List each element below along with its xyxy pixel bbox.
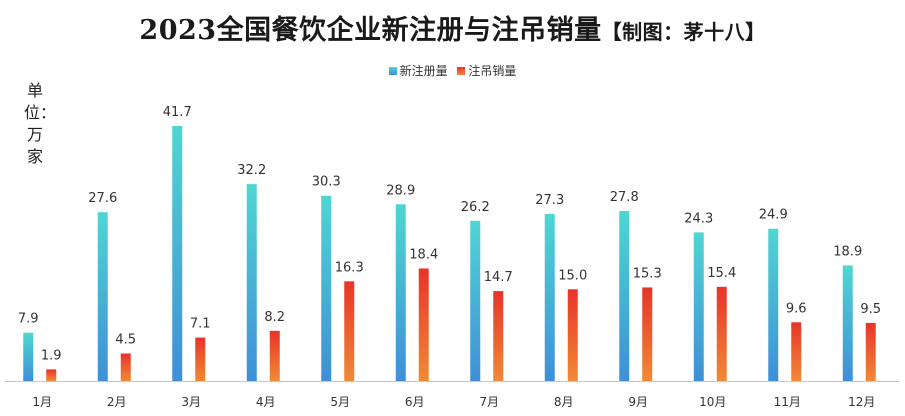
bar-new-1: [23, 332, 34, 381]
value-label-cancel-8: 15.0: [558, 268, 587, 283]
value-label-new-5: 30.3: [312, 175, 341, 190]
x-tick-label-9: 9月: [628, 395, 648, 409]
value-label-new-3: 41.7: [163, 105, 192, 120]
bar-new-11: [768, 228, 779, 381]
bar-cancel-1: [46, 369, 57, 381]
x-tick-label-3: 3月: [181, 395, 201, 409]
bar-cancel-10: [716, 286, 727, 381]
bar-cancel-2: [120, 353, 131, 381]
x-tick-label-12: 12月: [848, 395, 875, 409]
value-label-new-10: 24.3: [684, 211, 713, 226]
value-label-cancel-6: 18.4: [409, 247, 438, 262]
x-tick-label-1: 1月: [32, 395, 52, 409]
value-label-cancel-4: 8.2: [264, 310, 285, 325]
value-label-cancel-1: 1.9: [41, 348, 62, 363]
x-tick-label-11: 11月: [774, 395, 801, 409]
value-label-cancel-11: 9.6: [786, 301, 807, 316]
bar-new-9: [619, 211, 630, 381]
legend-item-new: 新注册量: [388, 62, 448, 79]
bar-cancel-9: [642, 287, 653, 381]
value-label-new-4: 32.2: [237, 163, 266, 178]
bar-cancel-11: [791, 322, 802, 381]
bar-cancel-8: [567, 289, 578, 381]
value-label-cancel-9: 15.3: [633, 266, 662, 281]
bar-new-6: [395, 204, 406, 381]
x-tick-label-4: 4月: [256, 395, 276, 409]
legend-swatch-cancel: [457, 67, 466, 75]
bar-new-10: [693, 232, 704, 381]
legend-label-new: 新注册量: [399, 64, 448, 78]
bar-cancel-12: [865, 322, 876, 381]
x-tick-label-2: 2月: [107, 395, 127, 409]
legend-swatch-new: [388, 67, 397, 75]
value-label-new-7: 26.2: [461, 200, 490, 215]
bar-new-2: [97, 212, 108, 381]
chart-title-main: 2023全国餐饮企业新注册与注吊销量: [139, 15, 602, 46]
bar-new-3: [172, 126, 183, 381]
bar-cancel-4: [269, 330, 280, 381]
value-label-new-1: 7.9: [18, 312, 39, 327]
x-tick-label-10: 10月: [699, 395, 726, 409]
value-label-new-2: 27.6: [88, 191, 117, 206]
bar-cancel-7: [493, 291, 504, 381]
x-tick-label-8: 8月: [554, 395, 574, 409]
x-tick-label-5: 5月: [330, 395, 350, 409]
legend-label-cancel: 注吊销量: [468, 64, 517, 78]
value-label-new-12: 18.9: [833, 244, 862, 259]
bar-cancel-3: [195, 337, 206, 381]
value-label-new-11: 24.9: [759, 208, 788, 223]
bar-new-7: [470, 220, 481, 381]
value-label-cancel-7: 14.7: [484, 270, 513, 285]
chart-title: 2023全国餐饮企业新注册与注吊销量【制图：茅十八】: [0, 8, 905, 47]
bar-cancel-6: [418, 268, 429, 381]
value-label-cancel-10: 15.4: [707, 266, 736, 281]
value-label-cancel-2: 4.5: [115, 332, 136, 347]
bar-new-5: [321, 195, 332, 381]
value-label-cancel-3: 7.1: [190, 317, 211, 332]
legend-item-cancel: 注吊销量: [457, 62, 516, 79]
x-tick-label-7: 7月: [479, 395, 499, 409]
legend: 新注册量 注吊销量: [0, 62, 905, 79]
value-label-cancel-12: 9.5: [860, 302, 881, 317]
bar-new-12: [842, 265, 853, 381]
bar-new-4: [246, 184, 257, 381]
bar-cancel-5: [344, 281, 355, 381]
chart-title-credit: 【制图：茅十八】: [601, 20, 766, 44]
value-label-cancel-5: 16.3: [335, 260, 364, 275]
bar-new-8: [544, 214, 555, 381]
x-tick-label-6: 6月: [405, 395, 425, 409]
value-label-new-9: 27.8: [610, 190, 639, 205]
value-label-new-8: 27.3: [535, 193, 564, 208]
value-label-new-6: 28.9: [386, 183, 415, 198]
